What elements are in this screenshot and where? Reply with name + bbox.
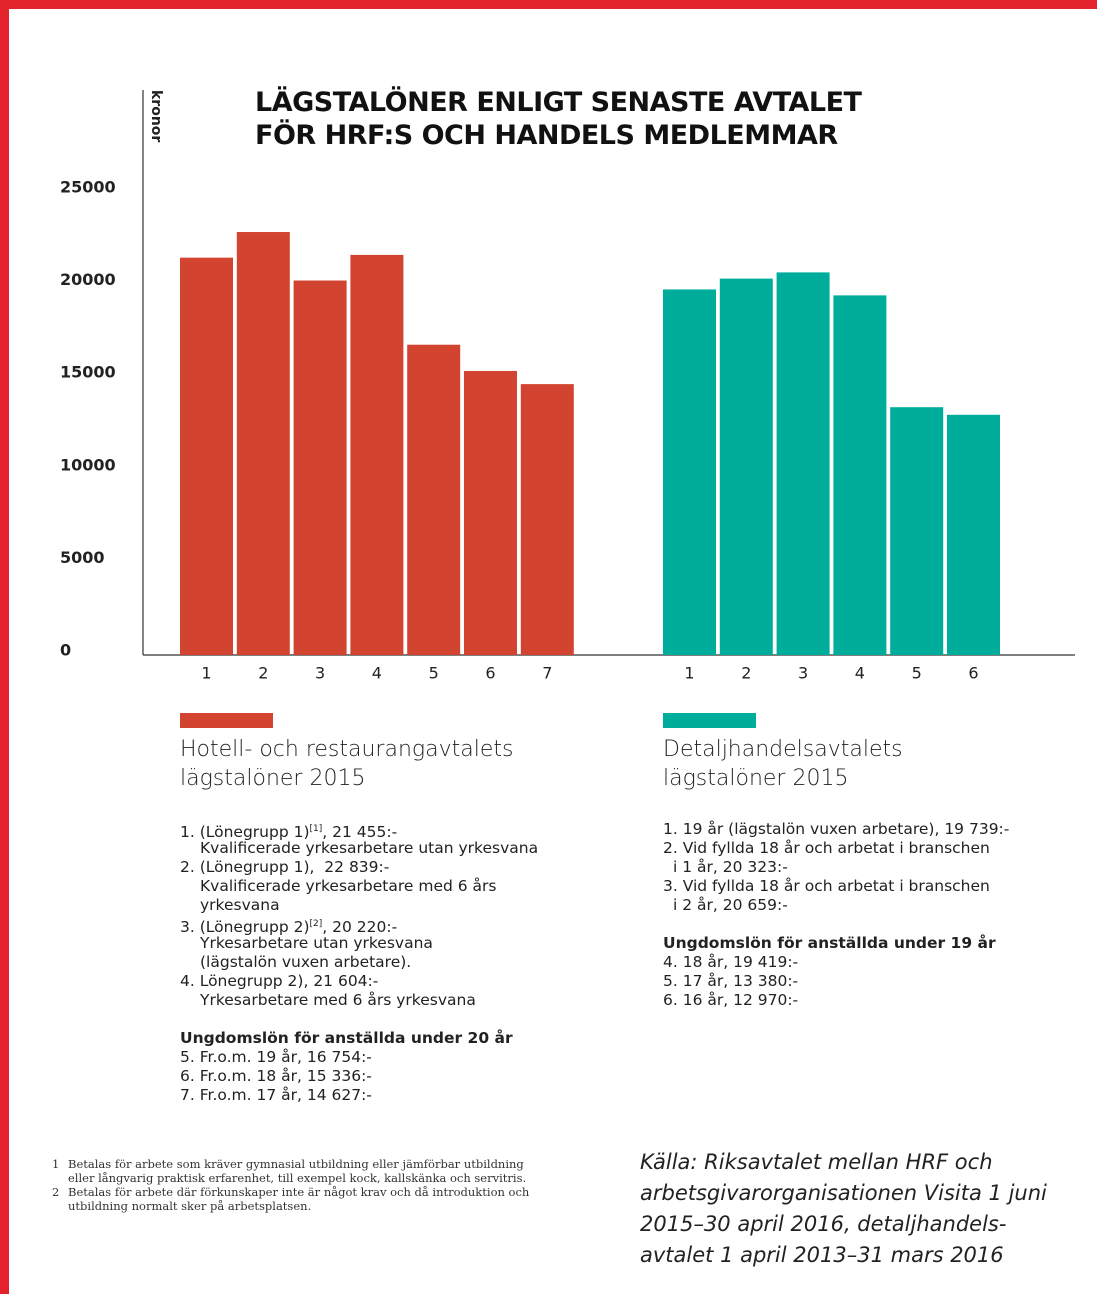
- note-text: 1. (Lönegrupp 1): [180, 823, 310, 842]
- note-text: [2]: [309, 919, 323, 929]
- note-line: Kvalificerade yrkesarbetare utan yrkesva…: [200, 839, 539, 857]
- x-tick-label: 4: [855, 664, 865, 683]
- note-line: (lägstalön vuxen arbetare).: [200, 953, 412, 971]
- note-text: [1]: [309, 824, 323, 834]
- note-text: , 21 455:-: [322, 823, 398, 842]
- x-tick-label: 5: [912, 664, 922, 683]
- bar: [833, 295, 887, 655]
- bar: [663, 289, 716, 655]
- note-line: 2. (Lönegrupp 1), 22 839:-: [180, 858, 390, 876]
- x-tick-label: 2: [258, 664, 268, 683]
- note-line: 3. (Lönegrupp 2)[2], 20 220:-: [180, 915, 397, 937]
- bar: [464, 370, 517, 655]
- note-line: i 1 år, 20 323:-: [673, 858, 788, 876]
- note-line: 4. 18 år, 19 419:-: [663, 953, 799, 971]
- note-heading: Ungdomslön för anställda under 20 år: [180, 1029, 513, 1047]
- note-line: Kvalificerade yrkesarbetare med 6 års: [200, 877, 497, 895]
- source-line: 2015–30 april 2016, detaljhandels-: [640, 1212, 1007, 1236]
- x-tick-label: 4: [372, 664, 382, 683]
- bar: [293, 280, 347, 655]
- y-tick-label: 25000: [60, 178, 116, 197]
- bar: [719, 278, 773, 655]
- x-tick-label: 2: [741, 664, 751, 683]
- y-tick-label: 5000: [60, 548, 105, 567]
- y-axis-label: kronor: [148, 90, 164, 142]
- note-line: 5. 17 år, 13 380:-: [663, 972, 799, 990]
- note-text: , 20 220:-: [322, 918, 398, 937]
- note-line: 2. Vid fyllda 18 år och arbetat i bransc…: [663, 839, 990, 857]
- bar: [236, 232, 290, 655]
- legend-swatch: [180, 713, 273, 728]
- note-line: i 2 år, 20 659:-: [673, 896, 788, 914]
- bar: [947, 414, 1000, 655]
- note-line: 3. Vid fyllda 18 år och arbetat i bransc…: [663, 877, 990, 895]
- source-line: Källa: Riksavtalet mellan HRF och: [640, 1150, 993, 1174]
- note-line: yrkesvana: [200, 896, 280, 914]
- footnote-line: eller långvarig praktisk erfarenhet, til…: [68, 1171, 527, 1185]
- legend-label: Hotell- och restaurangavtalets lägstalön…: [180, 737, 514, 791]
- footnote-line: utbildning normalt sker på arbetsplatsen…: [68, 1199, 312, 1213]
- note-line: 7. Fr.o.m. 17 år, 14 627:-: [180, 1086, 372, 1104]
- footnote-line: Betalas för arbete som kräver gymnasial …: [68, 1157, 524, 1171]
- note-line: 6. Fr.o.m. 18 år, 15 336:-: [180, 1067, 372, 1085]
- source-line: arbetsgivarorganisationen Visita 1 juni: [640, 1181, 1047, 1205]
- y-tick-label: 20000: [60, 270, 116, 289]
- note-line: 5. Fr.o.m. 19 år, 16 754:-: [180, 1048, 372, 1066]
- y-tick-label: 0: [60, 641, 71, 660]
- bar: [407, 344, 461, 655]
- bar: [776, 272, 830, 655]
- note-line: 1. 19 år (lägstalön vuxen arbetare), 19 …: [663, 820, 1010, 838]
- note-line: 6. 16 år, 12 970:-: [663, 991, 799, 1009]
- y-tick-label: 10000: [60, 455, 116, 474]
- note-line: 1. (Lönegrupp 1)[1], 21 455:-: [180, 820, 397, 842]
- border-left: [0, 0, 9, 1294]
- x-tick-label: 5: [429, 664, 439, 683]
- y-tick-label: 15000: [60, 363, 116, 382]
- bar: [890, 407, 944, 655]
- x-tick-label: 1: [201, 664, 211, 683]
- note-line: 4. Lönegrupp 2), 21 604:-: [180, 972, 379, 990]
- legend-label: Detaljhandelsavtalets lägstalöner 2015: [663, 737, 903, 791]
- footnote-line: Betalas för arbete där förkunskaper inte…: [68, 1185, 530, 1199]
- x-tick-label: 3: [315, 664, 325, 683]
- chart-title: LÄGSTALÖNER ENLIGT SENASTE AVTALET FÖR H…: [255, 87, 862, 151]
- x-tick-label: 7: [542, 664, 552, 683]
- bar: [350, 254, 404, 655]
- footnote-number: 1: [52, 1157, 60, 1171]
- x-tick-label: 3: [798, 664, 808, 683]
- x-tick-label: 1: [684, 664, 694, 683]
- note-line: Yrkesarbetare med 6 års yrkesvana: [200, 991, 476, 1009]
- footnote-number: 2: [52, 1185, 60, 1199]
- note-heading: Ungdomslön för anställda under 19 år: [663, 934, 996, 952]
- note-line: Yrkesarbetare utan yrkesvana: [200, 934, 433, 952]
- x-tick-label: 6: [485, 664, 495, 683]
- border-top: [0, 0, 1097, 9]
- bar: [520, 384, 574, 655]
- x-tick-label: 6: [968, 664, 978, 683]
- note-text: 3. (Lönegrupp 2): [180, 918, 310, 937]
- bar: [180, 257, 233, 655]
- legend-swatch: [663, 713, 756, 728]
- source-line: avtalet 1 april 2013–31 mars 2016: [640, 1243, 1004, 1267]
